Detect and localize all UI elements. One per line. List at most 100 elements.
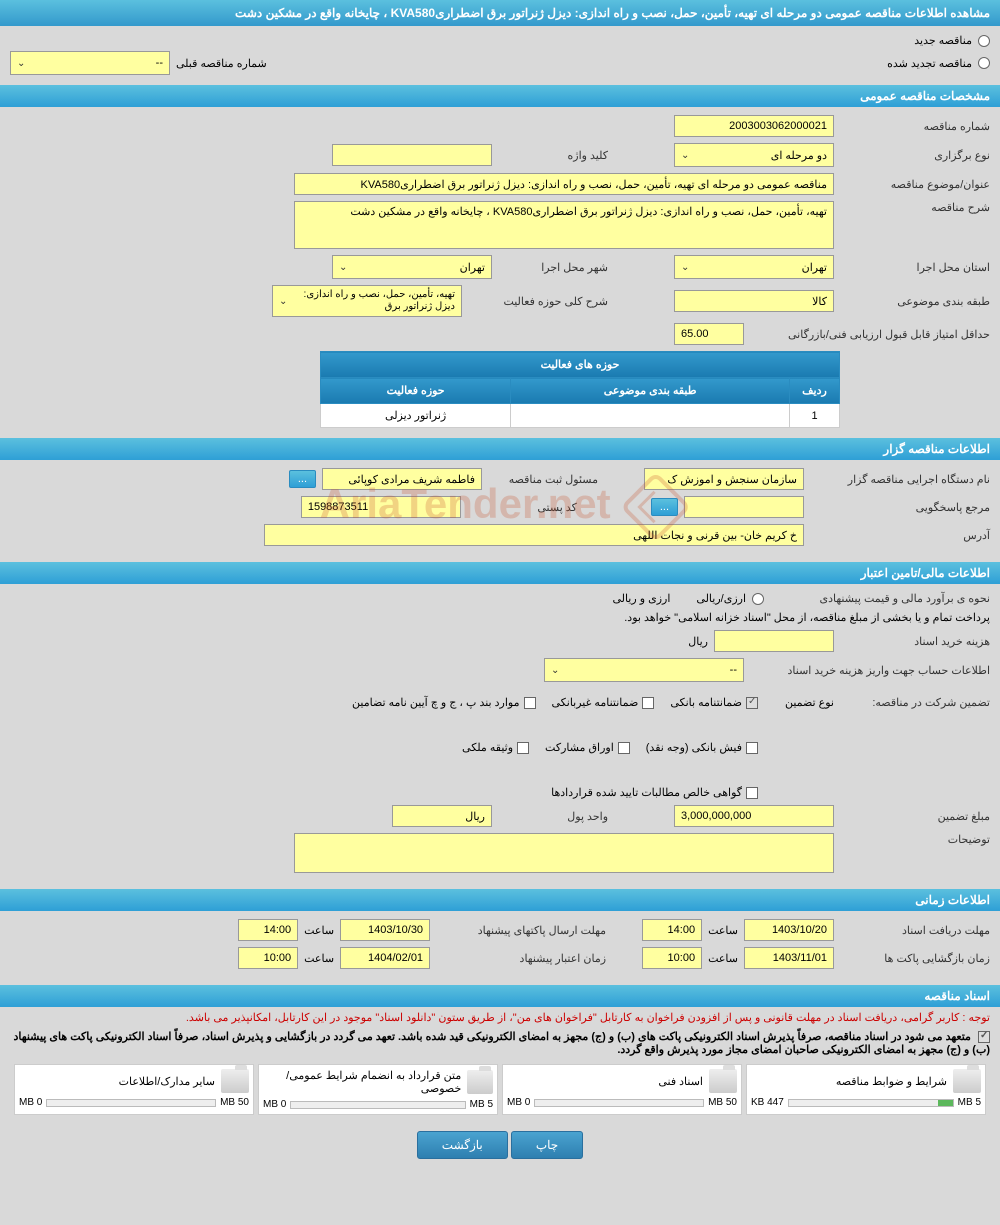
notice-red: توجه : کاربر گرامی، دریافت اسناد در مهلت… [0, 1007, 1000, 1028]
keyword-label: کلید واژه [498, 149, 608, 162]
validity-label: زمان اعتبار پیشنهاد [436, 952, 606, 965]
financial-content: نحوه ی برآورد مالی و قیمت پیشنهادی ارزی/… [0, 584, 1000, 887]
activity-table: حوزه های فعالیت ردیف طبقه بندی موضوعی حو… [320, 351, 840, 428]
folder-icon [709, 1069, 737, 1093]
prev-number-label: شماره مناقصه قبلی [176, 57, 267, 70]
radio-renewed-tender[interactable] [978, 57, 990, 69]
estimate-label: نحوه ی برآورد مالی و قیمت پیشنهادی [770, 592, 990, 605]
responder-more-button[interactable]: ... [651, 498, 678, 516]
cb-nonbank-guarantee[interactable] [642, 697, 654, 709]
section-general: مشخصات مناقصه عمومی [0, 85, 1000, 107]
doc-used: 447 KB [751, 1097, 784, 1108]
submit-deadline-time: 14:00 [238, 919, 298, 941]
chevron-down-icon: ⌄ [279, 296, 287, 307]
account-info-select[interactable]: -- ⌄ [544, 658, 744, 682]
subject-field: مناقصه عمومی دو مرحله ای تهیه، تأمین، حم… [294, 173, 834, 195]
document-box[interactable]: متن قرارداد به انضمام شرایط عمومی/خصوصی … [258, 1064, 498, 1115]
min-score-field: 65.00 [674, 323, 744, 345]
doc-title: متن قرارداد به انضمام شرایط عمومی/خصوصی [263, 1069, 461, 1095]
notes-label: توضیحات [840, 833, 990, 846]
purchase-cost-field[interactable] [714, 630, 834, 652]
submit-deadline-date: 1403/10/30 [340, 919, 430, 941]
document-box[interactable]: شرایط و ضوابط مناقصه 5 MB 447 KB [746, 1064, 986, 1115]
cb-bank-receipt[interactable] [746, 742, 758, 754]
print-button[interactable]: چاپ [511, 1131, 583, 1159]
tender-number-field: 2003003062000021 [674, 115, 834, 137]
folder-icon [467, 1070, 493, 1094]
currency-radio[interactable] [752, 593, 764, 605]
currency-value: ارزی و ریالی [612, 592, 670, 605]
activity-desc-label: شرح کلی حوزه فعالیت [468, 295, 608, 308]
receive-deadline-time: 14:00 [642, 919, 702, 941]
province-select[interactable]: تهران ⌄ [674, 255, 834, 279]
doc-total: 50 MB [708, 1097, 737, 1108]
address-label: آدرس [810, 529, 990, 542]
category-label: طبقه بندی موضوعی [840, 295, 990, 308]
cb-bank-guarantee[interactable] [746, 697, 758, 709]
validity-time: 10:00 [238, 947, 298, 969]
chevron-down-icon: ⌄ [551, 665, 559, 676]
org-name-label: نام دستگاه اجرایی مناقصه گزار [810, 473, 990, 486]
org-name-field: سازمان سنجش و اموزش ک [644, 468, 804, 490]
time-label-4: ساعت [304, 952, 334, 965]
cb-property[interactable] [517, 742, 529, 754]
cb-bonds[interactable] [618, 742, 630, 754]
address-field: خ کریم خان- بین قرنی و نجات اللهی [264, 524, 804, 546]
back-button[interactable]: بازگشت [417, 1131, 508, 1159]
general-content: شماره مناقصه 2003003062000021 نوع برگزار… [0, 107, 1000, 436]
cb-regulation[interactable] [524, 697, 536, 709]
receive-deadline-date: 1403/10/20 [744, 919, 834, 941]
doc-used: 0 MB [263, 1099, 286, 1110]
col-activity: حوزه فعالیت [321, 378, 511, 404]
col-category: طبقه بندی موضوعی [511, 378, 790, 404]
account-info-label: اطلاعات حساب جهت واریز هزینه خرید اسناد [750, 664, 990, 677]
tender-number-label: شماره مناقصه [840, 120, 990, 133]
progress-bar [46, 1099, 216, 1107]
holding-type-select[interactable]: دو مرحله ای ⌄ [674, 143, 834, 167]
description-label: شرح مناقصه [840, 201, 990, 214]
doc-total: 5 MB [470, 1099, 493, 1110]
documents-content: توجه : کاربر گرامی، دریافت اسناد در مهلت… [0, 1007, 1000, 1121]
guarantee-amount-field: 3,000,000,000 [674, 805, 834, 827]
responder-label: مرجع پاسخگویی [810, 501, 990, 514]
radio-new-tender[interactable] [978, 35, 990, 47]
validity-date: 1404/02/01 [340, 947, 430, 969]
chevron-down-icon: ⌄ [681, 150, 689, 161]
postal-field: 1598873511 [301, 496, 461, 518]
min-score-label: حداقل امتیاز قابل قبول ارزیابی فنی/بازرگ… [750, 328, 990, 341]
progress-bar [290, 1101, 465, 1109]
currency-rl-label: ارزی/ریالی [696, 592, 746, 605]
city-label: شهر محل اجرا [498, 261, 608, 274]
opening-time: 10:00 [642, 947, 702, 969]
province-label: استان محل اجرا [840, 261, 990, 274]
registrar-more-button[interactable]: ... [289, 470, 316, 488]
timing-content: مهلت دریافت اسناد 1403/10/20 ساعت 14:00 … [0, 911, 1000, 983]
doc-total: 50 MB [220, 1097, 249, 1108]
keyword-field[interactable] [332, 144, 492, 166]
guarantee-label: تضمین شرکت در مناقصه: [840, 696, 990, 709]
description-field: تهیه، تأمین، حمل، نصب و راه اندازی: دیزل… [294, 201, 834, 249]
organizer-content: نام دستگاه اجرایی مناقصه گزار سازمان سنج… [0, 460, 1000, 560]
responder-field[interactable] [684, 496, 804, 518]
time-label-3: ساعت [708, 952, 738, 965]
notes-field[interactable] [294, 833, 834, 873]
progress-bar [788, 1099, 954, 1107]
chevron-down-icon: ⌄ [681, 262, 689, 273]
document-box[interactable]: اسناد فنی 50 MB 0 MB [502, 1064, 742, 1115]
city-select[interactable]: تهران ⌄ [332, 255, 492, 279]
registrar-field: فاطمه شریف مرادی کوپائی [322, 468, 482, 490]
opening-date: 1403/11/01 [744, 947, 834, 969]
unit-label: واحد پول [498, 810, 608, 823]
prev-number-select[interactable]: -- ⌄ [10, 51, 170, 75]
holding-type-label: نوع برگزاری [840, 149, 990, 162]
section-financial: اطلاعات مالی/تامین اعتبار [0, 562, 1000, 584]
section-timing: اطلاعات زمانی [0, 889, 1000, 911]
activity-desc-field[interactable]: تهیه، تأمین، حمل، نصب و راه اندازی: دیزل… [272, 285, 462, 317]
section-organizer: اطلاعات مناقصه گزار [0, 438, 1000, 460]
radio-renewed-label: مناقصه تجدید شده [887, 57, 972, 70]
doc-title: شرایط و ضوابط مناقصه [836, 1075, 947, 1088]
cb-commitment[interactable] [978, 1031, 990, 1043]
cb-claims[interactable] [746, 787, 758, 799]
doc-title: سایر مدارک/اطلاعات [119, 1075, 215, 1088]
document-box[interactable]: سایر مدارک/اطلاعات 50 MB 0 MB [14, 1064, 254, 1115]
